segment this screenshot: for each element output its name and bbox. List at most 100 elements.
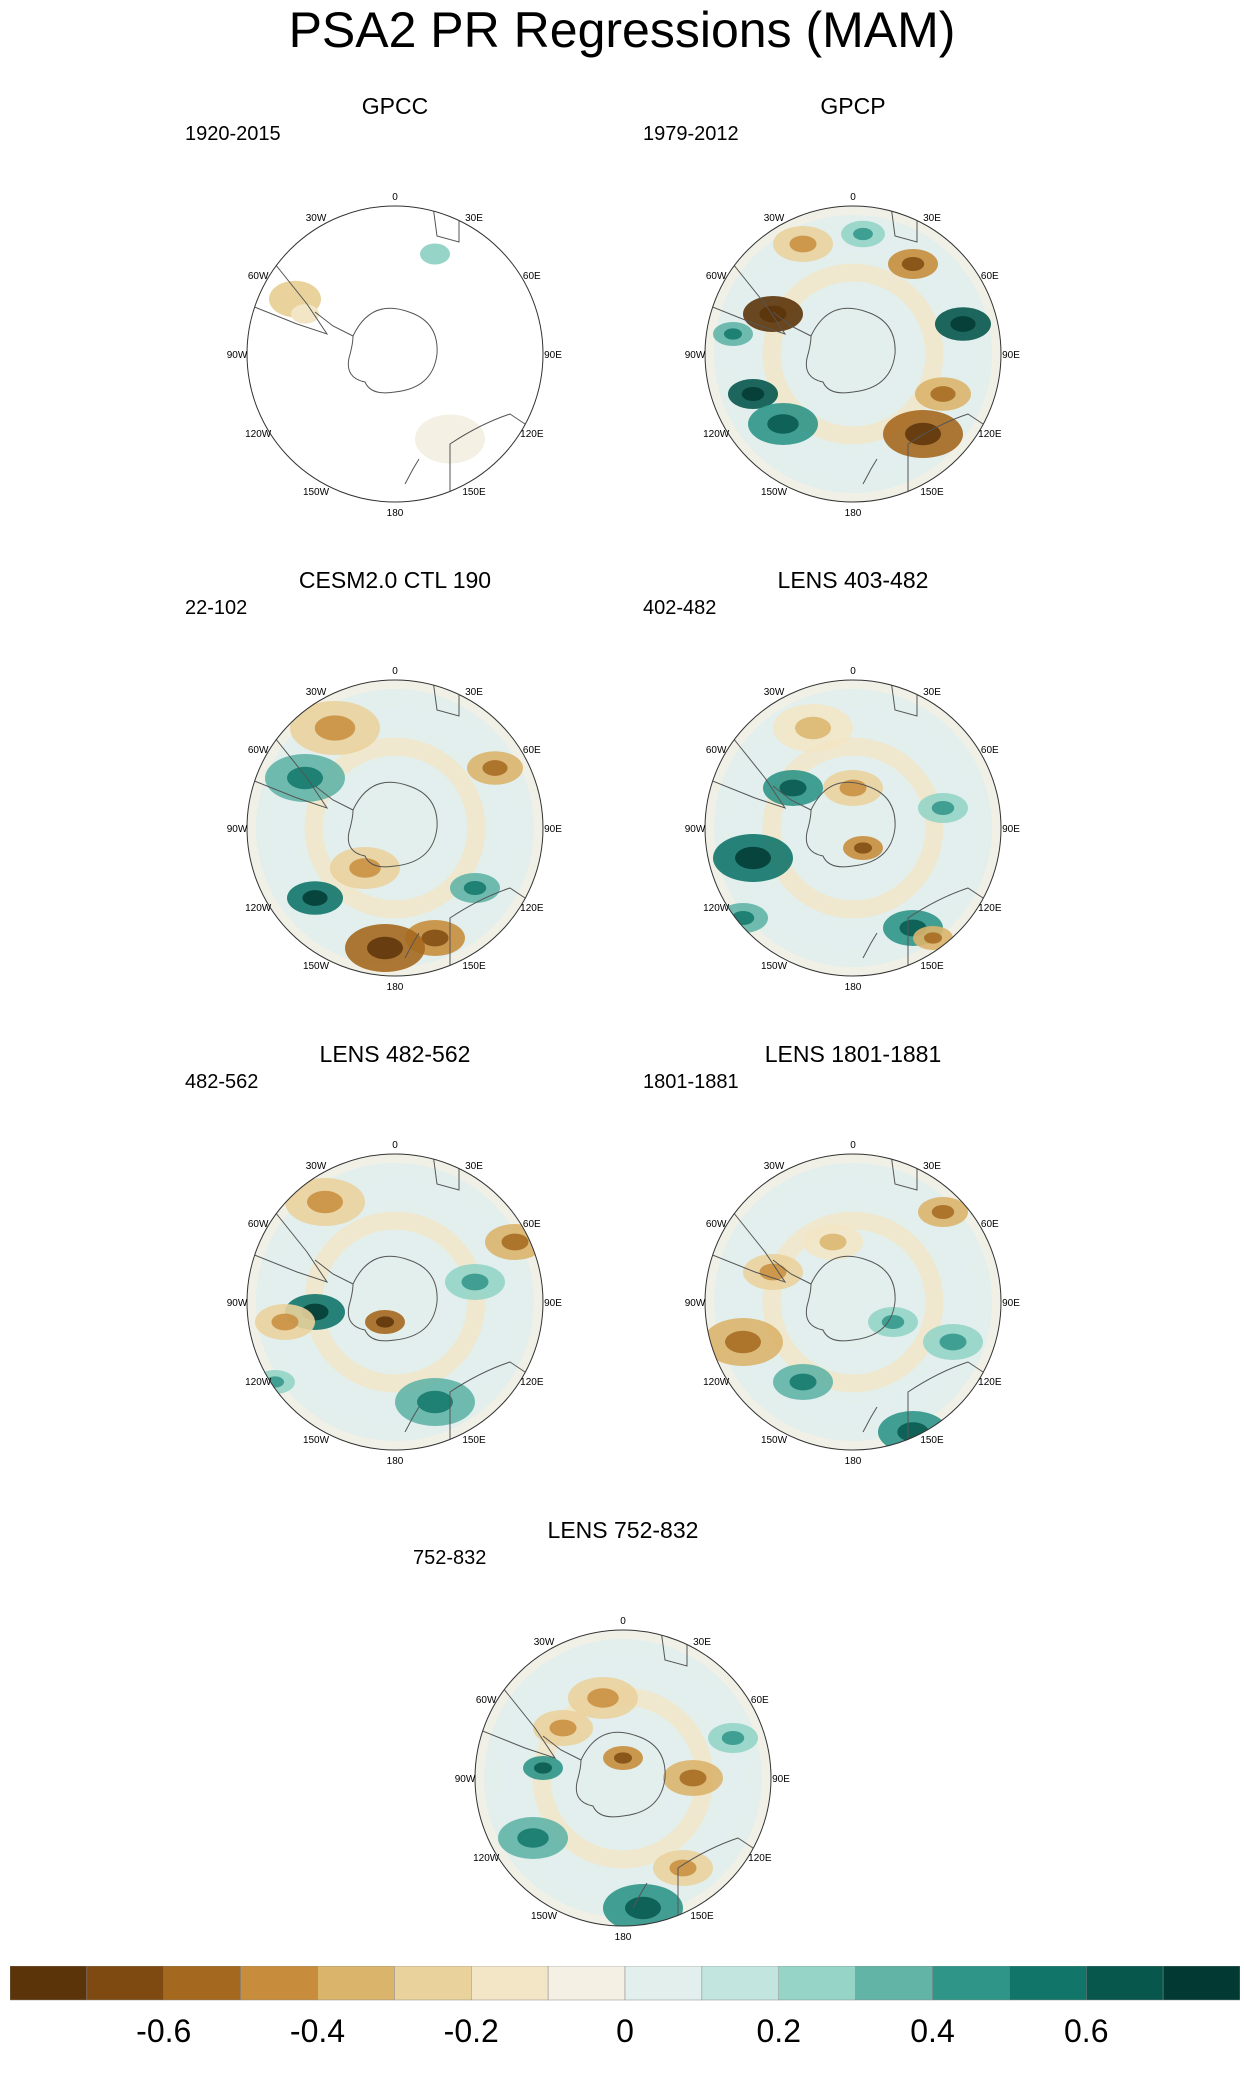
longitude-label: 120E <box>520 429 544 440</box>
background-band <box>304 737 486 919</box>
panel-period: 752-832 <box>413 1547 487 1569</box>
panel-title: LENS 752-832 <box>547 1517 699 1543</box>
anomaly-core <box>463 881 487 895</box>
new-zealand-coastline <box>404 458 420 485</box>
anomaly-core <box>767 414 799 434</box>
anomaly-core <box>795 716 831 740</box>
colorbar-tick-label: 0.4 <box>910 2013 954 2049</box>
polar-map: 0 30E 60E 90E 120E 150E 180 150W 120W 90W 60W 30W <box>455 1616 791 1943</box>
australia-coastline <box>907 413 1001 499</box>
panel-period: 402-482 <box>643 597 717 619</box>
longitude-label: 90W <box>227 824 248 835</box>
anomaly-core <box>314 715 356 741</box>
colorbar-tick-label: -0.4 <box>290 2013 345 2049</box>
colorbar-tick-label: 0.2 <box>757 2013 801 2049</box>
panel-title: CESM2.0 CTL 190 <box>298 567 492 593</box>
australia-coastline <box>907 1361 1001 1447</box>
peninsula-coastline <box>772 785 812 811</box>
panel-lens-752-832: LENS 752-832 752-832 0 30E 60E 90E 120E 150E 1… <box>413 1516 833 1976</box>
panel-lens-482-562: LENS 482-562 482-562 0 30E 60E 90E 120E 150E 1… <box>185 1040 605 1500</box>
new-zealand-coastline <box>862 932 878 959</box>
anomaly-core <box>735 846 771 870</box>
longitude-label: 30E <box>923 1161 941 1172</box>
longitude-label: 60W <box>706 1219 727 1230</box>
longitude-label: 150W <box>761 487 788 498</box>
longitude-label: 120W <box>245 429 272 440</box>
anomaly-core <box>741 387 765 401</box>
longitude-label: 150W <box>761 1435 788 1446</box>
south-america-coastline <box>705 727 787 809</box>
longitude-label: 120E <box>748 1853 772 1864</box>
anomaly-core <box>417 1390 453 1414</box>
longitude-label: 30E <box>923 213 941 224</box>
colorbar-swatch <box>1009 1966 1087 2001</box>
new-zealand-coastline <box>632 1882 648 1909</box>
panel-gpcp: GPCP 1979-2012 0 30E 60E 90E 120E 150E 180 150W… <box>643 92 1063 552</box>
australia-coastline <box>907 887 1001 973</box>
anomaly-core <box>534 1762 552 1774</box>
anomaly-core <box>819 1233 847 1251</box>
longitude-label: 90W <box>685 350 706 361</box>
south-america-coastline <box>705 253 787 335</box>
longitude-label: 120E <box>520 1377 544 1388</box>
map-field <box>705 206 1001 502</box>
colorbar: -0.6 -0.4 -0.2 0 0.2 0.4 0.6 <box>10 1966 1240 2049</box>
longitude-label: 60E <box>751 1695 769 1706</box>
longitude-label: 180 <box>387 982 404 993</box>
panel-title: LENS 1801-1881 <box>764 1041 942 1067</box>
longitude-label: 90E <box>1002 1298 1020 1309</box>
anomaly-core <box>721 1731 745 1745</box>
anomaly-core <box>725 1330 761 1354</box>
peninsula-coastline <box>314 785 354 811</box>
map-border <box>246 1153 544 1451</box>
map-field <box>475 1630 771 1926</box>
longitude-label: 0 <box>392 666 398 677</box>
new-zealand-coastline <box>862 458 878 485</box>
longitude-label: 0 <box>392 1140 398 1151</box>
background-band <box>762 263 944 445</box>
africa-coastline <box>660 1630 688 1667</box>
longitude-label: 150E <box>462 487 486 498</box>
peninsula-coastline <box>314 1259 354 1285</box>
australia-coastline <box>449 413 543 499</box>
map-field <box>247 680 543 976</box>
anomaly-core <box>307 1190 343 1214</box>
longitude-label: 60W <box>706 745 727 756</box>
colorbar-swatch <box>163 1966 241 2001</box>
map-border <box>246 679 544 977</box>
longitude-label: 90W <box>227 350 248 361</box>
longitude-label: 60E <box>981 271 999 282</box>
anomaly-core <box>461 1273 489 1291</box>
longitude-label: 180 <box>845 982 862 993</box>
anomaly-core <box>367 936 403 960</box>
panel-lens-1801-1881: LENS 1801-1881 1801-1881 0 30E 60E 90E 120E 1… <box>643 1040 1063 1500</box>
longitude-label: 180 <box>387 508 404 519</box>
longitude-label: 120W <box>703 903 730 914</box>
new-zealand-coastline <box>404 932 420 959</box>
longitude-label: 180 <box>387 1456 404 1467</box>
anomaly-core <box>549 1719 577 1737</box>
anomaly-core <box>881 1315 905 1329</box>
longitude-label: 180 <box>615 1932 632 1943</box>
australia-coastline <box>677 1837 771 1923</box>
colorbar-swatch <box>1086 1966 1164 2001</box>
anomaly-core <box>349 858 381 878</box>
anomaly-core <box>854 842 872 854</box>
longitude-label: 90W <box>685 824 706 835</box>
africa-coastline <box>432 1154 460 1191</box>
longitude-label: 150E <box>690 1911 714 1922</box>
longitude-label: 90W <box>227 1298 248 1309</box>
colorbar-swatch <box>1162 1966 1240 2001</box>
longitude-label: 60W <box>248 745 269 756</box>
panel-lens-403-482: LENS 403-482 402-482 0 30E 60E 90E 120E 150E 1… <box>643 566 1063 1026</box>
anomaly-core <box>287 766 323 790</box>
africa-coastline <box>890 206 918 243</box>
panel-period: 1801-1881 <box>643 1071 739 1093</box>
africa-coastline <box>890 680 918 717</box>
background-band <box>275 1182 515 1422</box>
polar-map: 0 30E 60E 90E 120E 150E 180 150W 120W 90W 60W 30W <box>227 666 563 993</box>
longitude-label: 30W <box>764 213 785 224</box>
new-zealand-coastline <box>862 1406 878 1433</box>
longitude-label: 150W <box>303 487 330 498</box>
colorbar-swatch <box>471 1966 549 2001</box>
